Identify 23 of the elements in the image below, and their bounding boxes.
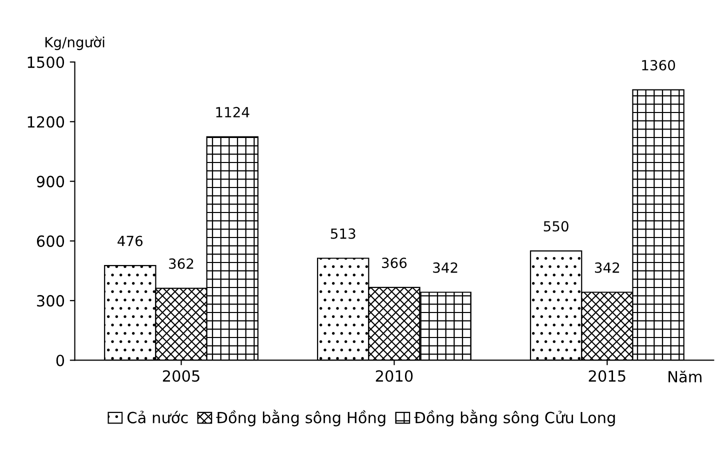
y-tick-label: 300: [37, 295, 64, 307]
legend-label: Đồng bằng sông Cửu Long: [414, 410, 615, 426]
data-label: 1360: [642, 60, 676, 70]
data-label: 362: [169, 258, 194, 269]
data-label: 366: [382, 258, 407, 268]
data-label: 513: [330, 228, 356, 239]
x-tick-label: 2015: [588, 370, 626, 382]
data-label: 476: [118, 236, 143, 246]
y-tick-label: 1200: [28, 116, 64, 128]
x-axis-title: Năm: [668, 370, 702, 383]
data-label: 550: [544, 221, 568, 232]
y-tick-label: 1500: [28, 56, 64, 68]
legend-label: Cả nước: [127, 410, 188, 424]
data-label: 342: [594, 262, 620, 273]
y-axis-title: Kg/người: [45, 36, 104, 50]
y-tick-label: 0: [56, 354, 64, 366]
data-label: 1124: [216, 106, 250, 118]
data-label: 342: [433, 262, 458, 273]
x-tick-label: 2010: [376, 370, 413, 382]
x-tick-label: 2005: [162, 370, 200, 382]
legend-label: Đồng bằng sông Hồng: [216, 410, 386, 426]
y-tick-label: 900: [36, 176, 64, 188]
y-tick-label: 600: [36, 235, 64, 247]
